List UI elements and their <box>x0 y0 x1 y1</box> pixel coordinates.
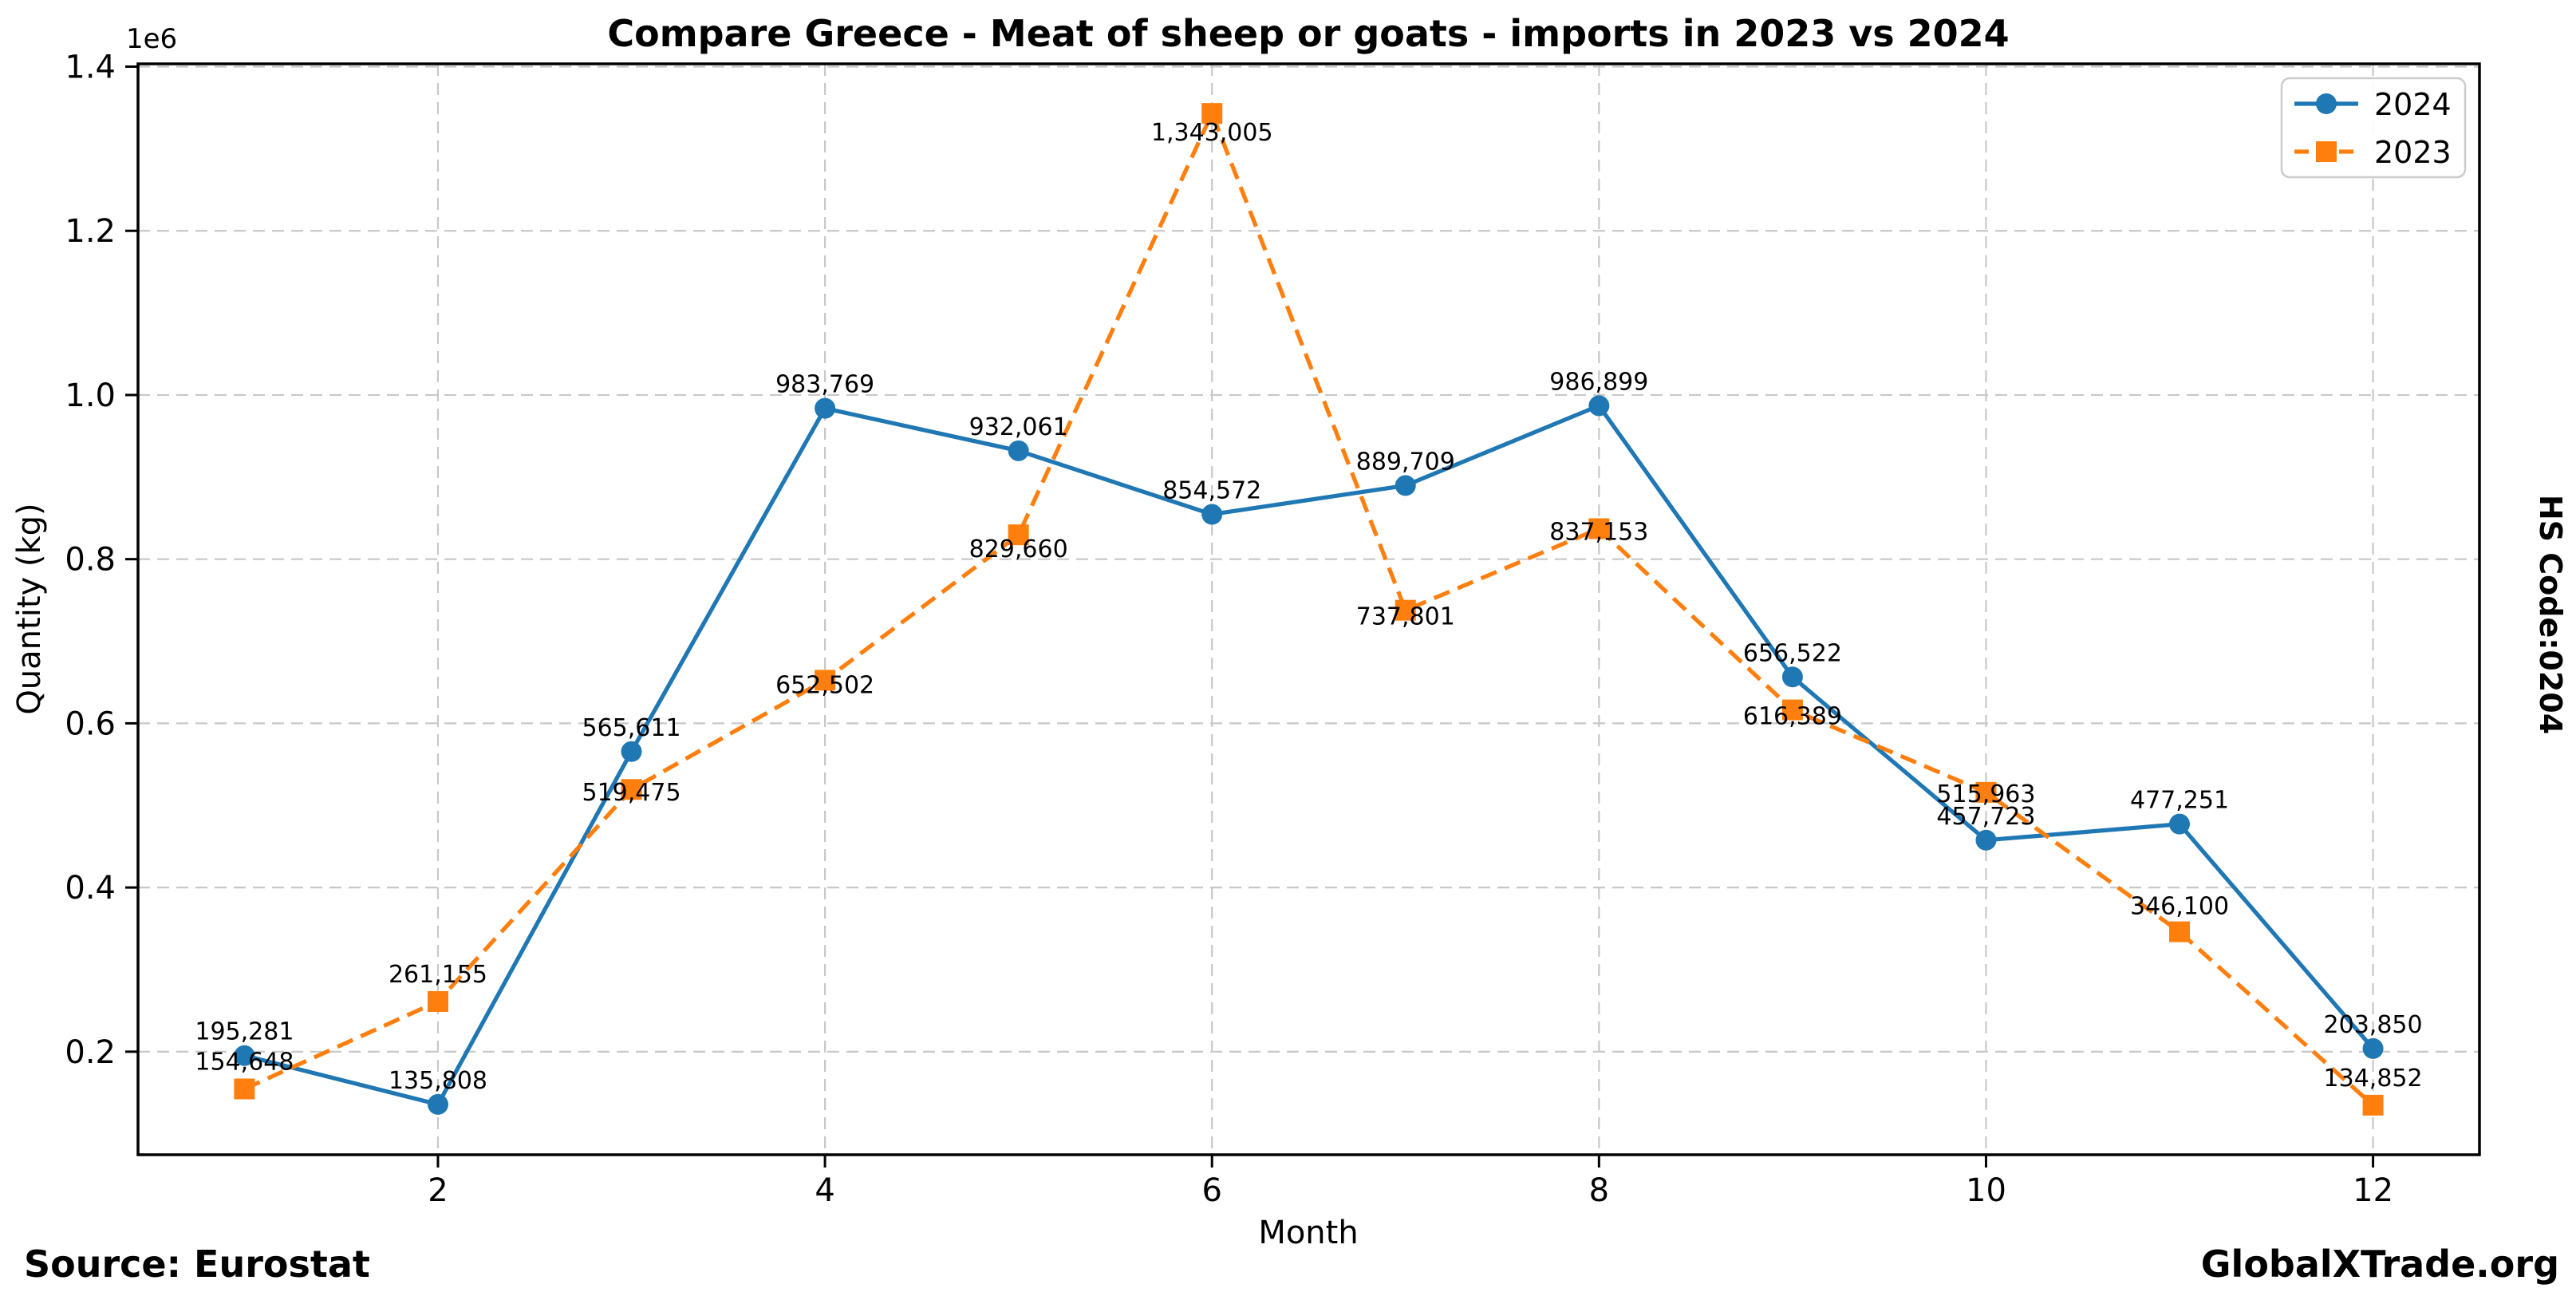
legend-label-2023: 2023 <box>2374 135 2452 170</box>
x-tick-label: 6 <box>1201 1172 1221 1209</box>
data-label-2024-m3: 565,611 <box>582 714 681 742</box>
data-point-2024-m3 <box>621 741 642 762</box>
data-label-2023-m12: 134,852 <box>2324 1065 2423 1093</box>
data-label-2024-m7: 889,709 <box>1356 448 1455 476</box>
y-axis-label: Quantity (kg) <box>11 503 48 714</box>
data-point-2024-m9 <box>1781 666 1803 688</box>
y-tick-label: 1.4 <box>65 49 116 86</box>
data-label-2023-m9: 616,389 <box>1743 703 1842 731</box>
data-label-2024-m12: 203,850 <box>2324 1011 2423 1039</box>
data-point-2023-m1 <box>234 1078 255 1100</box>
data-point-2023-m11 <box>2169 921 2191 942</box>
data-point-2024-m1 <box>234 1045 255 1066</box>
x-tick-label: 4 <box>815 1172 834 1209</box>
data-point-2024-m11 <box>2169 813 2191 835</box>
data-point-2023-m7 <box>1395 599 1416 621</box>
legend: 2024 2023 <box>2280 77 2467 179</box>
x-tick-label: 8 <box>1589 1172 1609 1209</box>
data-point-2023-m4 <box>815 670 836 691</box>
data-point-2023-m8 <box>1588 518 1610 539</box>
y-tick-label: 0.8 <box>65 542 116 579</box>
y-axis-multiplier-label: 1e6 <box>126 23 177 55</box>
y-tick-label: 0.4 <box>65 870 116 907</box>
series-line-2024 <box>243 403 2375 1107</box>
data-point-2024-m2 <box>427 1093 448 1115</box>
data-point-2023-m3 <box>621 779 642 800</box>
x-tick-label: 12 <box>2353 1172 2393 1209</box>
y-tick-label: 0.6 <box>65 705 116 742</box>
data-label-2023-m2: 261,155 <box>389 961 487 989</box>
data-point-2024-m10 <box>1975 829 1997 851</box>
y-tick-label: 1.0 <box>65 377 116 414</box>
data-label-2024-m10: 457,723 <box>1936 803 2035 831</box>
legend-marker-2023 <box>2316 141 2337 162</box>
data-point-2023-m9 <box>1781 699 1803 721</box>
data-label-2023-m6: 1,343,005 <box>1151 119 1273 147</box>
data-point-2023-m10 <box>1975 781 1997 803</box>
plot-area: 2 4 6 8 10 12 0.2 0.4 0.6 0.8 1.0 1.2 1.4 195,281 135,… <box>65 49 2481 1209</box>
brand-label: GlobalXTrade.org <box>2201 1243 2559 1286</box>
data-point-2024-m6 <box>1201 504 1223 525</box>
data-label-2023-m10: 515,963 <box>1936 780 2035 808</box>
data-label-2023-m11: 346,100 <box>2130 893 2229 921</box>
data-point-2023-m5 <box>1008 524 1029 546</box>
data-point-2024-m4 <box>815 397 836 419</box>
data-label-2024-m1: 195,281 <box>195 1018 294 1046</box>
data-point-2023-m6 <box>1201 103 1223 124</box>
data-label-2023-m3: 519,475 <box>582 779 681 807</box>
legend-label-2024: 2024 <box>2374 87 2452 122</box>
y-tick-label: 0.2 <box>65 1034 116 1071</box>
y-tick-label: 1.2 <box>65 213 116 250</box>
data-point-2024-m8 <box>1588 395 1610 417</box>
x-tick-label: 2 <box>428 1172 448 1209</box>
data-label-2023-m1: 154,648 <box>195 1049 294 1077</box>
data-label-2024-m9: 656,522 <box>1743 639 1842 667</box>
data-label-2024-m6: 854,572 <box>1162 477 1261 505</box>
data-label-2024-m5: 932,061 <box>969 413 1068 441</box>
data-label-2023-m8: 837,153 <box>1549 518 1648 546</box>
series-line-2023 <box>243 111 2375 1107</box>
hs-code-side-label: HS Code:0204 <box>2533 495 2568 734</box>
data-label-2023-m4: 652,502 <box>775 671 874 699</box>
x-axis-label: Month <box>1258 1215 1358 1251</box>
data-point-2023-m2 <box>427 990 448 1012</box>
data-point-2023-m12 <box>2362 1094 2384 1116</box>
chart-title: Compare Greece - Meat of sheep or goats … <box>607 12 2009 55</box>
data-label-2024-m11: 477,251 <box>2130 787 2229 815</box>
data-point-2024-m7 <box>1395 475 1416 496</box>
data-label-2024-m4: 983,769 <box>775 371 874 399</box>
data-point-2024-m5 <box>1008 440 1029 461</box>
data-label-2023-m7: 737,801 <box>1356 603 1455 631</box>
data-label-2024-m8: 986,899 <box>1549 368 1648 396</box>
x-tick-label: 10 <box>1966 1172 2006 1209</box>
data-label-2023-m5: 829,660 <box>969 535 1068 563</box>
data-label-2024-m2: 135,808 <box>389 1067 487 1095</box>
legend-marker-2024 <box>2316 93 2337 114</box>
plot-border <box>136 62 2481 1156</box>
data-point-2024-m12 <box>2362 1037 2384 1059</box>
source-label: Source: Eurostat <box>24 1243 370 1286</box>
